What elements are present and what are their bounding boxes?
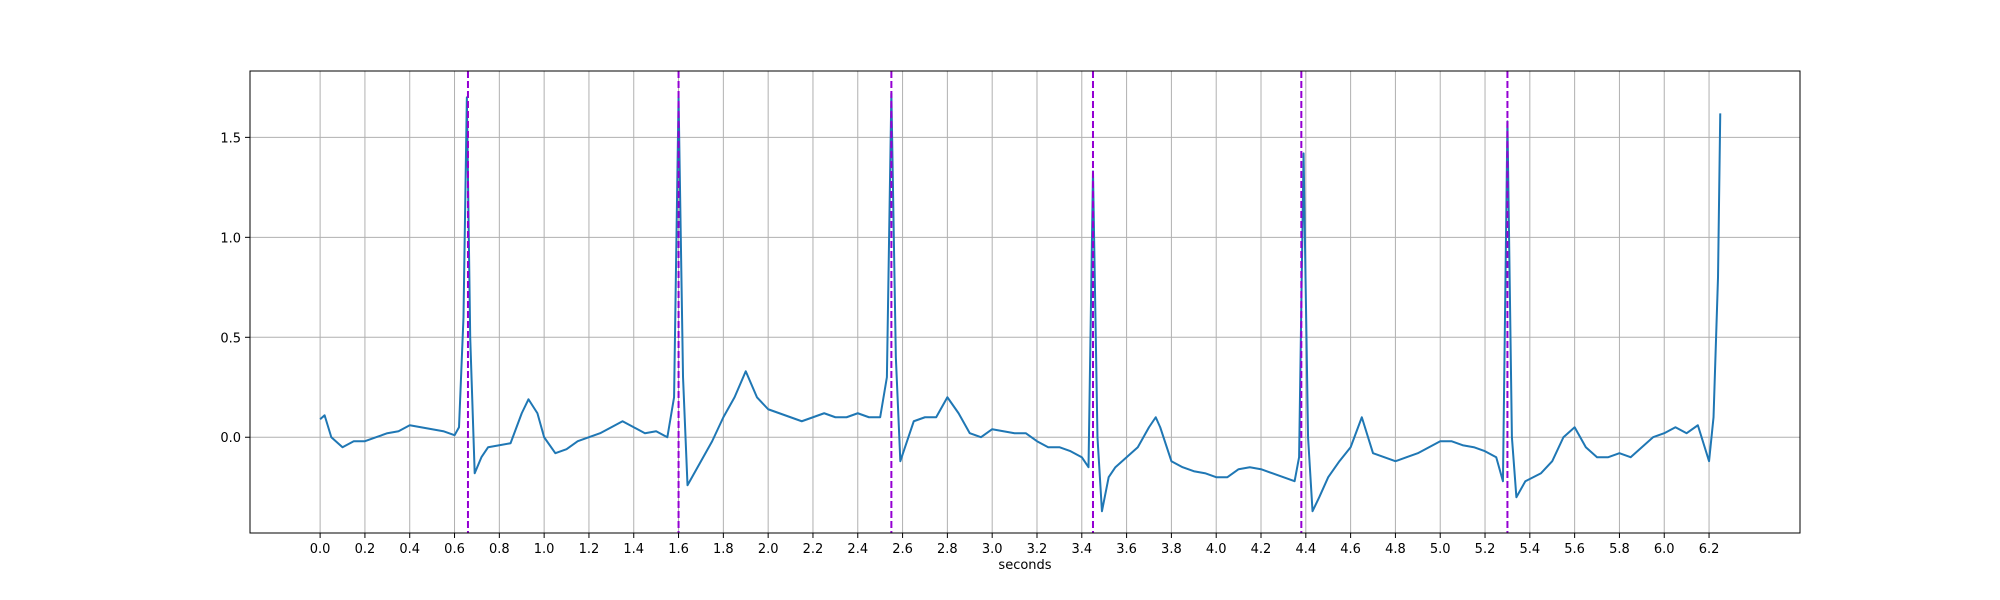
signal-line	[319, 92, 1722, 513]
x-tick-label: 3.6	[1116, 542, 1137, 557]
y-tick-label: 1.0	[220, 231, 241, 246]
x-tick-label: 4.4	[1295, 542, 1316, 557]
x-tick-label: 3.2	[1027, 542, 1048, 557]
x-tick-label: 2.6	[892, 542, 913, 557]
x-tick-label: 5.8	[1609, 542, 1630, 557]
y-tick-label: 1.5	[220, 131, 241, 146]
x-tick-label: 2.0	[758, 542, 779, 557]
y-tick-label: 0.5	[220, 331, 241, 346]
x-tick-label: 1.0	[534, 542, 555, 557]
x-tick-label: 2.2	[803, 542, 824, 557]
x-tick-label: 2.4	[847, 542, 868, 557]
x-tick-label: 1.6	[668, 542, 689, 557]
x-tick-label: 0.6	[444, 542, 465, 557]
x-tick-label: 4.6	[1340, 542, 1361, 557]
x-tick-label: 0.4	[399, 542, 420, 557]
plot-frame	[249, 70, 1801, 534]
x-tick-label: 4.0	[1206, 542, 1227, 557]
x-tick-label: 6.0	[1654, 542, 1675, 557]
x-tick-label: 3.0	[982, 542, 1003, 557]
x-tick-label: 5.4	[1519, 542, 1540, 557]
x-tick-label: 1.2	[579, 542, 600, 557]
x-tick-label: 2.8	[937, 542, 958, 557]
x-tick-label: 4.2	[1251, 542, 1272, 557]
x-axis-label: seconds	[998, 558, 1051, 573]
x-tick-label: 3.8	[1161, 542, 1182, 557]
x-tick-label: 5.2	[1475, 542, 1496, 557]
x-tick-label: 6.2	[1699, 542, 1720, 557]
x-tick-label: 5.0	[1430, 542, 1451, 557]
x-tick-label: 0.8	[489, 542, 510, 557]
x-tick-label: 0.0	[310, 542, 331, 557]
x-tick-label: 5.6	[1564, 542, 1585, 557]
x-tick-label: 0.2	[355, 542, 376, 557]
x-tick-label: 1.8	[713, 542, 734, 557]
x-tick-label: 1.4	[623, 542, 644, 557]
x-tick-label: 3.4	[1071, 542, 1092, 557]
x-tick-label: 4.8	[1385, 542, 1406, 557]
y-tick-label: 0.0	[220, 431, 241, 446]
